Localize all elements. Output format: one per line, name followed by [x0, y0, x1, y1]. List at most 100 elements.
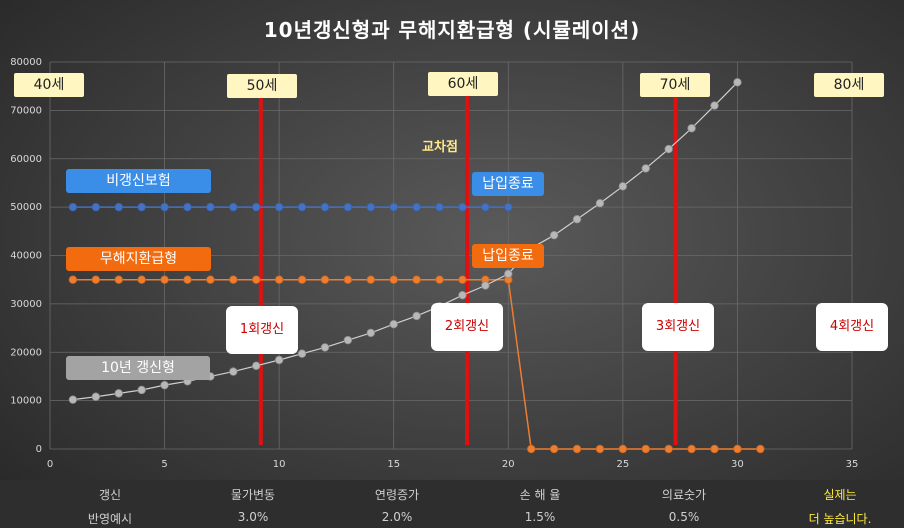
point-nonrenew — [274, 202, 284, 212]
y-tick-label: 20000 — [10, 347, 42, 358]
point-nonrenew — [412, 202, 421, 212]
x-tick-label: 35 — [846, 459, 859, 470]
point-renew10 — [549, 230, 559, 240]
footer-r2-c3: 2.0% — [381, 510, 413, 524]
point-nonrenew — [114, 202, 123, 212]
point-nonrefund — [618, 444, 628, 454]
point-nonrefund — [252, 275, 261, 284]
age-label-40: 40세 — [14, 73, 84, 97]
point-nonrenew — [504, 202, 513, 212]
point-renew10 — [641, 164, 650, 173]
point-renew10 — [412, 311, 421, 321]
point-nonrefund — [549, 444, 559, 454]
point-renew10 — [297, 349, 307, 358]
point-nonrefund — [343, 275, 353, 284]
point-nonrenew — [366, 202, 375, 212]
point-renew10 — [710, 101, 719, 110]
point-nonrefund — [183, 275, 192, 284]
point-nonrefund — [458, 275, 467, 284]
footer-r1-c5: 의료숫가 — [661, 488, 707, 502]
point-renew10 — [68, 395, 78, 404]
point-renew10 — [252, 361, 261, 370]
footer-r2-c6: 더 높습니다. — [808, 512, 872, 526]
point-renew10 — [389, 319, 398, 329]
point-nonrefund — [572, 444, 582, 454]
point-nonrefund — [389, 275, 398, 284]
y-tick-label: 80000 — [10, 57, 42, 68]
point-renew10 — [664, 144, 673, 154]
footer-r1-c2: 물가변동 — [230, 488, 276, 502]
footer-r1-c3: 연령증가 — [374, 488, 420, 502]
point-nonrefund — [297, 275, 307, 284]
point-renew10 — [618, 182, 628, 191]
footer-table: 갱신 물가변동 연령증가 손 해 율 의료숫가 실제는 반영예시 3.0% 2.… — [0, 480, 904, 528]
footer-r1-c6: 실제는 — [823, 488, 857, 502]
point-renew10 — [366, 328, 375, 338]
point-nonrenew — [137, 202, 146, 212]
point-nonrenew — [389, 202, 398, 212]
x-tick-label: 5 — [161, 459, 167, 470]
point-nonrefund — [206, 275, 215, 284]
age-label-70: 70세 — [640, 73, 710, 97]
label-blue-end: 납입종료 — [472, 172, 544, 196]
point-nonrefund — [595, 444, 605, 454]
x-tick-label: 25 — [616, 459, 629, 470]
point-nonrefund — [366, 275, 375, 284]
point-nonrefund — [710, 444, 719, 454]
point-nonrenew — [183, 202, 192, 212]
point-nonrefund — [320, 275, 330, 284]
footer-r2-c4: 1.5% — [524, 510, 556, 524]
point-renew10 — [687, 124, 696, 133]
point-nonrenew — [252, 202, 261, 212]
point-renew10 — [114, 389, 123, 398]
footer-r2-c5: 0.5% — [668, 510, 700, 524]
point-nonrefund — [114, 275, 123, 284]
point-renew10 — [91, 392, 101, 401]
point-renew10 — [504, 269, 513, 279]
point-nonrefund — [91, 275, 101, 284]
point-renew10 — [320, 343, 330, 352]
point-renew10 — [160, 380, 169, 390]
renewal-label-2: 2회갱신 — [431, 303, 503, 351]
point-nonrenew — [320, 202, 330, 212]
label-nonrefund: 무해지환급형 — [66, 247, 211, 271]
y-tick-label: 40000 — [10, 251, 42, 262]
point-renew10 — [481, 281, 490, 290]
y-tick-label: 70000 — [10, 105, 42, 116]
point-nonrefund — [229, 275, 238, 284]
point-nonrefund — [68, 275, 78, 284]
label-renew10: 10년 갱신형 — [66, 356, 210, 380]
point-renew10 — [274, 355, 284, 365]
chart-title: 10년갱신형과 무해지환급형 (시뮬레이션) — [263, 18, 641, 42]
point-renew10 — [733, 78, 742, 87]
point-nonrefund — [137, 275, 146, 284]
footer-r1-c1: 갱신 — [98, 488, 122, 502]
renewal-label-1: 1회갱신 — [226, 306, 298, 354]
point-nonrenew — [481, 202, 490, 212]
point-nonrenew — [68, 202, 78, 212]
x-tick-label: 0 — [47, 459, 53, 470]
footer-r2-c1: 반영예시 — [87, 512, 133, 526]
crossover-label: 교차점 — [422, 140, 458, 155]
point-renew10 — [343, 335, 353, 345]
label-nonrenew: 비갱신보험 — [66, 169, 211, 193]
y-tick-label: 30000 — [10, 299, 42, 310]
age-label-50: 50세 — [227, 74, 297, 98]
point-nonrenew — [206, 202, 215, 212]
point-nonrenew — [229, 202, 238, 212]
x-tick-label: 30 — [731, 459, 744, 470]
age-label-80: 80세 — [814, 73, 884, 97]
point-renew10 — [229, 367, 238, 376]
point-nonrefund — [412, 275, 421, 284]
point-nonrefund — [435, 275, 444, 284]
chart-svg: 0 10000 20000 30000 40000 50000 60000 70000 8000… — [10, 57, 859, 470]
y-tick-label: 10000 — [10, 396, 42, 407]
point-nonrefund — [664, 444, 673, 454]
point-nonrefund — [160, 275, 169, 284]
point-nonrenew — [160, 202, 169, 212]
x-tick-label: 10 — [273, 459, 286, 470]
point-renew10 — [458, 290, 467, 300]
point-nonrefund — [687, 444, 696, 454]
age-label-60: 60세 — [428, 72, 498, 96]
